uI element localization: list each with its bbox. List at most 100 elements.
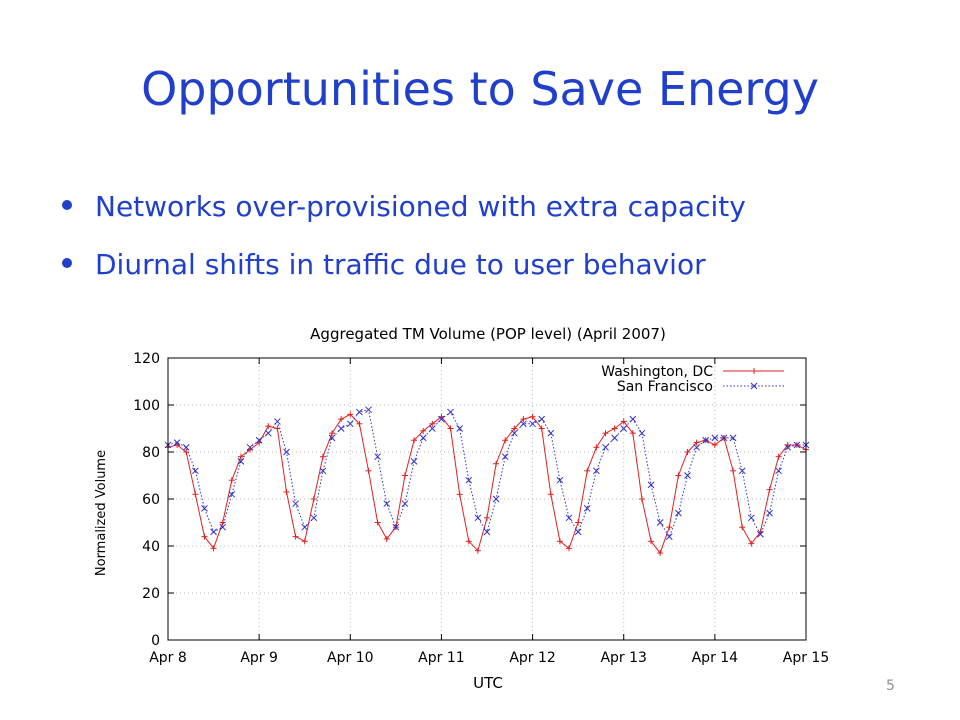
y-tick-label: 120 <box>133 351 160 367</box>
data-point <box>492 495 500 503</box>
data-point <box>520 420 527 428</box>
data-point <box>292 533 299 540</box>
data-point <box>593 444 600 451</box>
x-axis-label: UTC <box>473 674 503 692</box>
data-point <box>228 490 236 498</box>
data-point <box>210 545 217 552</box>
data-point <box>173 439 181 446</box>
data-point <box>474 514 482 522</box>
x-tick-label: Apr 9 <box>240 650 278 666</box>
data-point <box>210 528 217 536</box>
data-point <box>757 530 764 538</box>
data-point <box>675 472 682 479</box>
data-point <box>611 425 618 432</box>
data-point <box>219 523 227 531</box>
data-point <box>429 420 436 427</box>
data-point <box>346 420 354 428</box>
data-point <box>411 437 418 444</box>
chart-ticks: 0 20 40 60 80 100 120 Apr 8 Apr 9 Apr 10 Apr 11 Apr… <box>133 351 829 666</box>
data-point <box>556 476 564 484</box>
data-point <box>410 458 418 465</box>
data-point <box>638 429 646 437</box>
data-point <box>656 519 664 526</box>
bullet-text: Networks over-provisioned with extra cap… <box>95 190 746 223</box>
y-tick-label: 80 <box>142 445 160 461</box>
data-point <box>684 449 691 455</box>
data-point <box>237 453 244 460</box>
data-point <box>693 439 700 446</box>
data-point <box>447 408 454 416</box>
data-point <box>693 443 700 451</box>
data-point <box>401 472 408 479</box>
data-point <box>750 382 758 390</box>
data-point <box>502 437 509 444</box>
data-point <box>265 423 272 430</box>
data-point <box>620 425 628 432</box>
data-point <box>620 418 627 425</box>
bullet-dot-icon <box>62 200 72 210</box>
data-point <box>347 411 354 418</box>
x-tick-label: Apr 10 <box>327 650 373 666</box>
data-point <box>729 434 737 442</box>
bullet-item: Diurnal shifts in traffic due to user be… <box>62 236 746 294</box>
data-point <box>538 415 546 423</box>
data-point <box>401 500 409 508</box>
series-washington-dc <box>165 411 809 557</box>
data-point <box>337 425 345 432</box>
bullet-dot-icon <box>62 258 72 268</box>
x-tick-label: Apr 11 <box>418 650 464 666</box>
slide-number: 5 <box>886 678 895 694</box>
data-point <box>438 415 445 423</box>
data-point <box>310 514 318 522</box>
data-point <box>419 434 427 442</box>
data-point <box>493 460 500 467</box>
data-point <box>237 458 245 465</box>
data-point <box>365 406 372 414</box>
data-point <box>748 540 755 547</box>
chart-grid <box>167 357 807 641</box>
data-point <box>246 443 254 451</box>
data-point <box>191 467 199 475</box>
data-point <box>182 443 190 451</box>
data-point <box>255 436 263 444</box>
slide-title: Opportunities to Save Energy <box>141 62 819 116</box>
data-point <box>201 505 208 512</box>
data-point <box>511 425 518 432</box>
data-point <box>766 509 773 517</box>
bullet-list: Networks over-provisioned with extra cap… <box>62 178 746 294</box>
data-point <box>501 453 509 461</box>
chart-series <box>164 406 810 557</box>
data-point <box>374 519 381 526</box>
data-point <box>456 425 464 432</box>
data-point <box>420 427 427 434</box>
data-point <box>666 524 673 531</box>
legend-label: Washington, DC <box>601 364 713 380</box>
plot-frame <box>167 357 807 641</box>
data-point <box>574 528 582 536</box>
data-point <box>292 500 299 508</box>
data-point <box>739 524 746 531</box>
data-point <box>356 408 363 416</box>
y-tick-label: 20 <box>142 586 160 602</box>
data-point <box>784 443 792 451</box>
data-point <box>648 538 655 545</box>
data-point <box>684 472 691 479</box>
data-point <box>611 434 618 442</box>
data-point <box>575 519 582 526</box>
data-point <box>520 416 527 423</box>
data-point <box>602 430 609 437</box>
data-point <box>766 486 773 493</box>
data-point <box>529 413 536 420</box>
data-point <box>456 491 463 498</box>
y-tick-label: 0 <box>151 633 160 649</box>
data-point <box>474 547 481 554</box>
data-point <box>547 429 555 437</box>
data-point <box>593 467 600 475</box>
y-axis-label: Normalized Volume <box>94 450 109 576</box>
data-point <box>751 368 757 374</box>
data-point <box>365 467 372 474</box>
data-point <box>730 467 737 474</box>
data-point <box>283 448 290 456</box>
x-tick-label: Apr 15 <box>783 650 829 666</box>
